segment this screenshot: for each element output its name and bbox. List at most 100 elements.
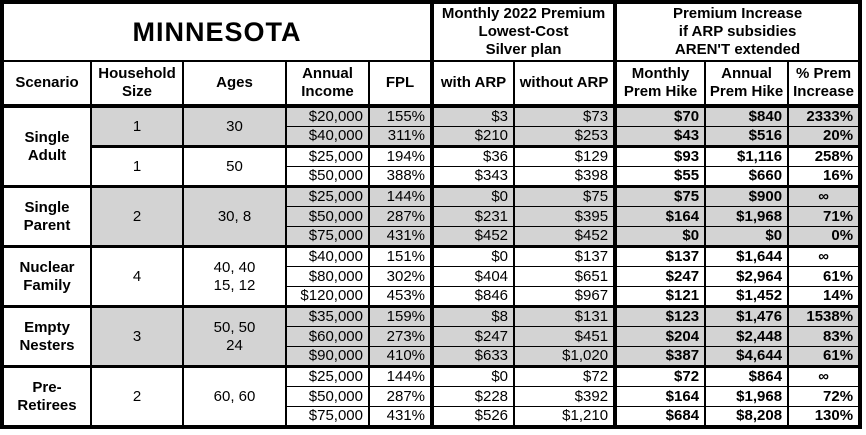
annual-hike-cell: $900 [704,185,790,207]
col-header-annual-hike: Annual Prem Hike [704,60,790,108]
scenario-cell-nuclear-family: Nuclear Family [1,245,92,307]
annual-income-cell: $25,000 [285,365,370,387]
without-arp-cell: $1,210 [513,406,617,428]
col-header-household-size: Household Size [90,60,184,108]
table-row: $80,000 302% $404 $651 $247 $2,964 61% [2,266,862,287]
pct-increase-cell: 61% [787,266,862,287]
scenario-cell-single-parent: Single Parent [1,185,92,247]
scenario-cell-empty-nesters: Empty Nesters [1,305,92,367]
annual-hike-cell: $0 [704,226,790,247]
col-header-scenario: Scenario [1,60,92,108]
fpl-cell: 453% [367,286,434,307]
scenario-cell-pre-retirees: Pre- Retirees [1,365,92,428]
with-arp-cell: $210 [430,126,516,147]
monthly-hike-cell: $0 [613,226,707,247]
column-header-row: Scenario Household Size Ages Annual Inco… [1,60,862,108]
monthly-hike-cell: $70 [613,104,707,127]
monthly-hike-cell: $164 [613,386,707,407]
with-arp-cell: $452 [430,226,516,247]
table-row: $40,000 311% $210 $253 $43 $516 20% [2,126,862,147]
ages-cell: 60, 60 [182,365,287,428]
with-arp-cell: $0 [430,245,516,267]
fpl-cell: 144% [367,185,434,207]
fpl-cell: 388% [367,166,434,187]
fpl-cell: 151% [367,245,434,267]
annual-hike-cell: $1,968 [704,206,790,227]
fpl-cell: 144% [367,365,434,387]
household-size-cell: 4 [90,245,184,307]
ages-cell: 30 [182,104,287,147]
ages-cell: 40, 40 15, 12 [182,245,287,307]
table-row: $90,000 410% $633 $1,020 $387 $4,644 61% [2,346,862,367]
without-arp-cell: $1,020 [513,346,617,367]
annual-income-cell: $75,000 [285,226,370,247]
pct-increase-cell: 258% [787,145,862,167]
without-arp-cell: $392 [513,386,617,407]
header-group-row: MINNESOTA Monthly 2022 Premium Lowest-Co… [0,1,862,62]
pct-increase-cell: 71% [787,206,862,227]
annual-income-cell: $75,000 [285,406,370,428]
table-row: Single Adult 1 30 $20,000 155% $3 $73 $7… [1,104,862,187]
annual-hike-cell: $2,448 [704,326,790,347]
pct-increase-cell: 83% [787,326,862,347]
with-arp-cell: $231 [430,206,516,227]
annual-income-cell: $25,000 [285,185,370,207]
col-header-annual-income: Annual Income [285,60,370,108]
scenario-cell-single-adult: Single Adult [1,104,92,187]
table-row: $50,000 287% $228 $392 $164 $1,968 72% [2,386,862,407]
monthly-hike-cell: $123 [613,305,707,327]
with-arp-cell: $0 [430,365,516,387]
annual-hike-cell: $8,208 [704,406,790,428]
with-arp-cell: $228 [430,386,516,407]
annual-hike-cell: $864 [704,365,790,387]
pct-increase-cell: 72% [787,386,862,407]
fpl-cell: 302% [367,266,434,287]
monthly-hike-cell: $164 [613,206,707,227]
monthly-hike-cell: $121 [613,286,707,307]
household-size-cell: 1 [90,104,184,147]
fpl-cell: 287% [367,386,434,407]
annual-income-cell: $90,000 [285,346,370,367]
household-size-cell: 2 [90,185,184,247]
table-row: $120,000 453% $846 $967 $121 $1,452 14% [2,286,862,307]
table-row: $75,000 431% $526 $1,210 $684 $8,208 130… [2,406,862,428]
pct-increase-cell: 0% [787,226,862,247]
header-premium-group: Monthly 2022 Premium Lowest-Cost Silver … [430,1,617,62]
with-arp-cell: $846 [430,286,516,307]
annual-income-cell: $80,000 [285,266,370,287]
monthly-hike-cell: $55 [613,166,707,187]
pct-increase-cell: 20% [787,126,862,147]
col-header-fpl: FPL [367,60,434,108]
with-arp-cell: $3 [430,104,516,127]
without-arp-cell: $395 [513,206,617,227]
pct-increase-cell: ∞ [787,245,862,267]
pct-increase-cell: 16% [787,166,862,187]
monthly-hike-cell: $93 [613,145,707,167]
with-arp-cell: $343 [430,166,516,187]
pct-increase-cell: 14% [787,286,862,307]
annual-income-cell: $60,000 [285,326,370,347]
pct-increase-cell: 1538% [787,305,862,327]
without-arp-cell: $131 [513,305,617,327]
fpl-cell: 431% [367,226,434,247]
table-row: $75,000 431% $452 $452 $0 $0 0% [2,226,862,247]
pct-increase-cell: ∞ [787,185,862,207]
col-header-monthly-hike: Monthly Prem Hike [613,60,707,108]
with-arp-cell: $247 [430,326,516,347]
fpl-cell: 410% [367,346,434,367]
with-arp-cell: $0 [430,185,516,207]
table-row: Single Parent 2 30, 8 $25,000 144% $0 $7… [1,185,862,247]
monthly-hike-cell: $72 [613,365,707,387]
fpl-cell: 155% [367,104,434,127]
fpl-cell: 194% [367,145,434,167]
with-arp-cell: $8 [430,305,516,327]
with-arp-cell: $404 [430,266,516,287]
with-arp-cell: $36 [430,145,516,167]
col-header-ages: Ages [182,60,287,108]
with-arp-cell: $633 [430,346,516,367]
ages-cell: 30, 8 [182,185,287,247]
monthly-hike-cell: $684 [613,406,707,428]
annual-hike-cell: $1,452 [704,286,790,307]
